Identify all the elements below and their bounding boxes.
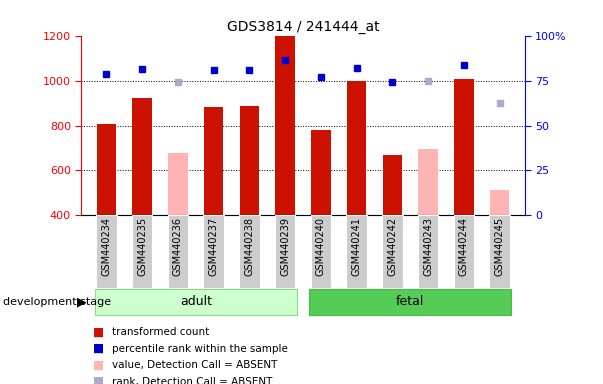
Bar bbox=[239, 106, 259, 215]
FancyBboxPatch shape bbox=[239, 215, 259, 288]
FancyBboxPatch shape bbox=[382, 215, 403, 288]
Text: GSM440242: GSM440242 bbox=[387, 217, 397, 276]
Text: percentile rank within the sample: percentile rank within the sample bbox=[112, 344, 288, 354]
FancyBboxPatch shape bbox=[347, 215, 367, 288]
Bar bbox=[347, 81, 367, 215]
Bar bbox=[168, 152, 188, 215]
FancyBboxPatch shape bbox=[309, 290, 511, 315]
FancyBboxPatch shape bbox=[95, 290, 297, 315]
Text: development stage: development stage bbox=[3, 297, 111, 308]
Text: GSM440237: GSM440237 bbox=[209, 217, 219, 276]
FancyBboxPatch shape bbox=[132, 215, 153, 288]
Bar bbox=[382, 155, 402, 215]
FancyBboxPatch shape bbox=[203, 215, 224, 288]
Bar bbox=[204, 107, 224, 215]
Text: GSM440235: GSM440235 bbox=[137, 217, 147, 276]
Text: ■: ■ bbox=[93, 375, 104, 384]
Text: ■: ■ bbox=[93, 359, 104, 372]
Text: ■: ■ bbox=[93, 326, 104, 339]
Bar bbox=[132, 98, 152, 215]
Text: GSM440239: GSM440239 bbox=[280, 217, 290, 276]
Bar bbox=[276, 36, 295, 215]
FancyBboxPatch shape bbox=[418, 215, 438, 288]
Text: GSM440234: GSM440234 bbox=[101, 217, 112, 276]
FancyBboxPatch shape bbox=[490, 215, 510, 288]
Text: GSM440236: GSM440236 bbox=[173, 217, 183, 276]
Text: GSM440241: GSM440241 bbox=[352, 217, 362, 276]
Text: GSM440244: GSM440244 bbox=[459, 217, 469, 276]
Text: ▶: ▶ bbox=[77, 296, 87, 309]
Text: adult: adult bbox=[180, 295, 212, 308]
Title: GDS3814 / 241444_at: GDS3814 / 241444_at bbox=[227, 20, 379, 34]
Text: GSM440238: GSM440238 bbox=[244, 217, 254, 276]
Text: value, Detection Call = ABSENT: value, Detection Call = ABSENT bbox=[112, 360, 277, 370]
Text: GSM440240: GSM440240 bbox=[316, 217, 326, 276]
Text: ■: ■ bbox=[93, 342, 104, 355]
Text: rank, Detection Call = ABSENT: rank, Detection Call = ABSENT bbox=[112, 377, 272, 384]
Bar bbox=[490, 190, 510, 215]
FancyBboxPatch shape bbox=[96, 215, 116, 288]
FancyBboxPatch shape bbox=[453, 215, 474, 288]
FancyBboxPatch shape bbox=[275, 215, 295, 288]
Bar bbox=[96, 124, 116, 215]
Text: transformed count: transformed count bbox=[112, 327, 209, 337]
Text: GSM440245: GSM440245 bbox=[494, 217, 505, 276]
FancyBboxPatch shape bbox=[168, 215, 188, 288]
FancyBboxPatch shape bbox=[311, 215, 331, 288]
Bar bbox=[454, 79, 474, 215]
Text: GSM440243: GSM440243 bbox=[423, 217, 433, 276]
Bar bbox=[418, 149, 438, 215]
Text: fetal: fetal bbox=[396, 295, 425, 308]
Bar bbox=[311, 130, 330, 215]
